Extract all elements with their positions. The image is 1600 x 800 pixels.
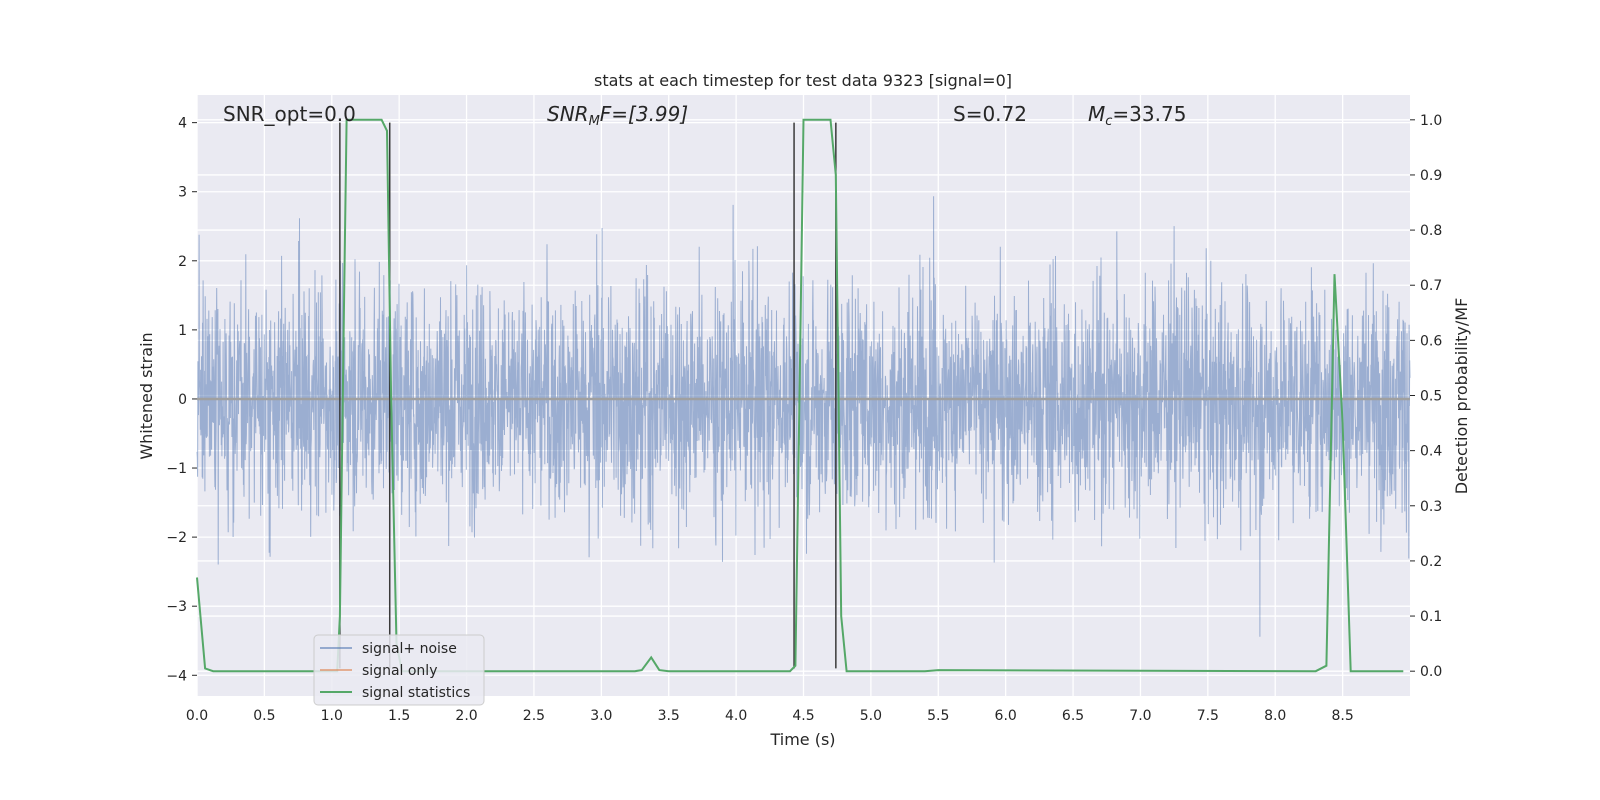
annotation-mc-main: M	[1088, 102, 1105, 126]
annotation-snr-mf-sub: M	[589, 114, 600, 129]
y-tick-label: −2	[166, 530, 187, 546]
x-axis-label: Time (s)	[769, 730, 835, 749]
right-y-tick-label: 0.3	[1420, 499, 1442, 515]
x-tick-label: 0.5	[253, 708, 275, 724]
x-tick-label: 7.0	[1129, 708, 1151, 724]
right-y-tick-label: 0.1	[1420, 609, 1442, 625]
right-y-tick-labels: 1.0 0.9 0.8 0.7 0.6 0.5 0.4 0.3 0.2 0.1 0.0	[1410, 113, 1442, 680]
x-tick-label: 7.5	[1197, 708, 1219, 724]
vertical-markers	[339, 122, 837, 669]
annotation-snr-opt: SNR_opt=0.0	[223, 102, 356, 126]
y-tick-label: 1	[178, 323, 187, 339]
y-axis-label: Whitened strain	[137, 332, 156, 459]
y-tick-label: 4	[178, 116, 187, 132]
y-tick-label: −4	[166, 668, 187, 684]
annotation-snr-mf-main: SNR	[547, 102, 589, 126]
y-tick-label: 3	[178, 185, 187, 201]
x-tick-labels: 0.0 0.5 1.0 1.5 2.0 2.5 3.0 3.5 4.0 4.5 5.0 5.5 6.0 6…	[186, 708, 1354, 724]
right-y-tick-label: 1.0	[1420, 113, 1442, 129]
noise-series	[196, 196, 1411, 637]
y-tick-label: 0	[178, 392, 187, 408]
y-tick-labels: 4 3 2 1 0 −1 −2 −3 −4	[166, 116, 197, 684]
x-tick-label: 6.0	[995, 708, 1017, 724]
annotation-snr-mf: SNRMF=[3.99]	[547, 102, 688, 129]
right-y-tick-label: 0.5	[1420, 389, 1442, 405]
x-tick-label: 5.5	[927, 708, 949, 724]
x-tick-label: 3.0	[590, 708, 612, 724]
annotation-snr-mf-rest: F=[3.99]	[600, 102, 688, 126]
right-y-tick-label: 0.9	[1420, 168, 1442, 184]
right-y-tick-label: 0.4	[1420, 444, 1442, 460]
annotation-s-stat: S=0.72	[953, 102, 1027, 126]
x-tick-label: 5.0	[860, 708, 882, 724]
legend-box	[313, 634, 485, 706]
x-tick-label: 2.0	[455, 708, 477, 724]
y-tick-label: −1	[166, 461, 187, 477]
noise-trace	[196, 196, 1411, 637]
legend-label-noise: signal+ noise	[362, 641, 457, 657]
x-tick-label: 4.0	[725, 708, 747, 724]
right-y-tick-label: 0.2	[1420, 554, 1442, 570]
right-y-tick-label: 0.8	[1420, 223, 1442, 239]
x-tick-label: 4.5	[792, 708, 814, 724]
right-y-tick-label: 0.6	[1420, 333, 1442, 349]
chart-title: stats at each timestep for test data 932…	[594, 71, 1012, 90]
legend: signal+ noise signal only signal statist…	[313, 634, 485, 706]
y-tick-label: −3	[166, 599, 187, 615]
x-tick-label: 2.5	[523, 708, 545, 724]
x-tick-label: 0.0	[186, 708, 208, 724]
right-y-tick-label: 0.0	[1420, 664, 1442, 680]
x-tick-label: 3.5	[658, 708, 680, 724]
right-y-axis-label: Detection probability/MF	[1452, 298, 1471, 495]
annotation-mc-rest: =33.75	[1112, 102, 1186, 126]
x-tick-label: 1.0	[321, 708, 343, 724]
legend-label-signal: signal only	[362, 663, 437, 679]
statistics-series	[196, 118, 1404, 673]
annotation-mc: Mc=33.75	[1088, 102, 1186, 129]
x-tick-label: 6.5	[1062, 708, 1084, 724]
legend-label-stats: signal statistics	[362, 685, 470, 701]
x-tick-label: 8.5	[1331, 708, 1353, 724]
x-tick-label: 8.0	[1264, 708, 1286, 724]
y-tick-label: 2	[178, 254, 187, 270]
x-tick-label: 1.5	[388, 708, 410, 724]
annotation-mc-sub: c	[1105, 114, 1112, 129]
right-y-tick-label: 0.7	[1420, 278, 1442, 294]
statistics-trace	[196, 118, 1404, 673]
